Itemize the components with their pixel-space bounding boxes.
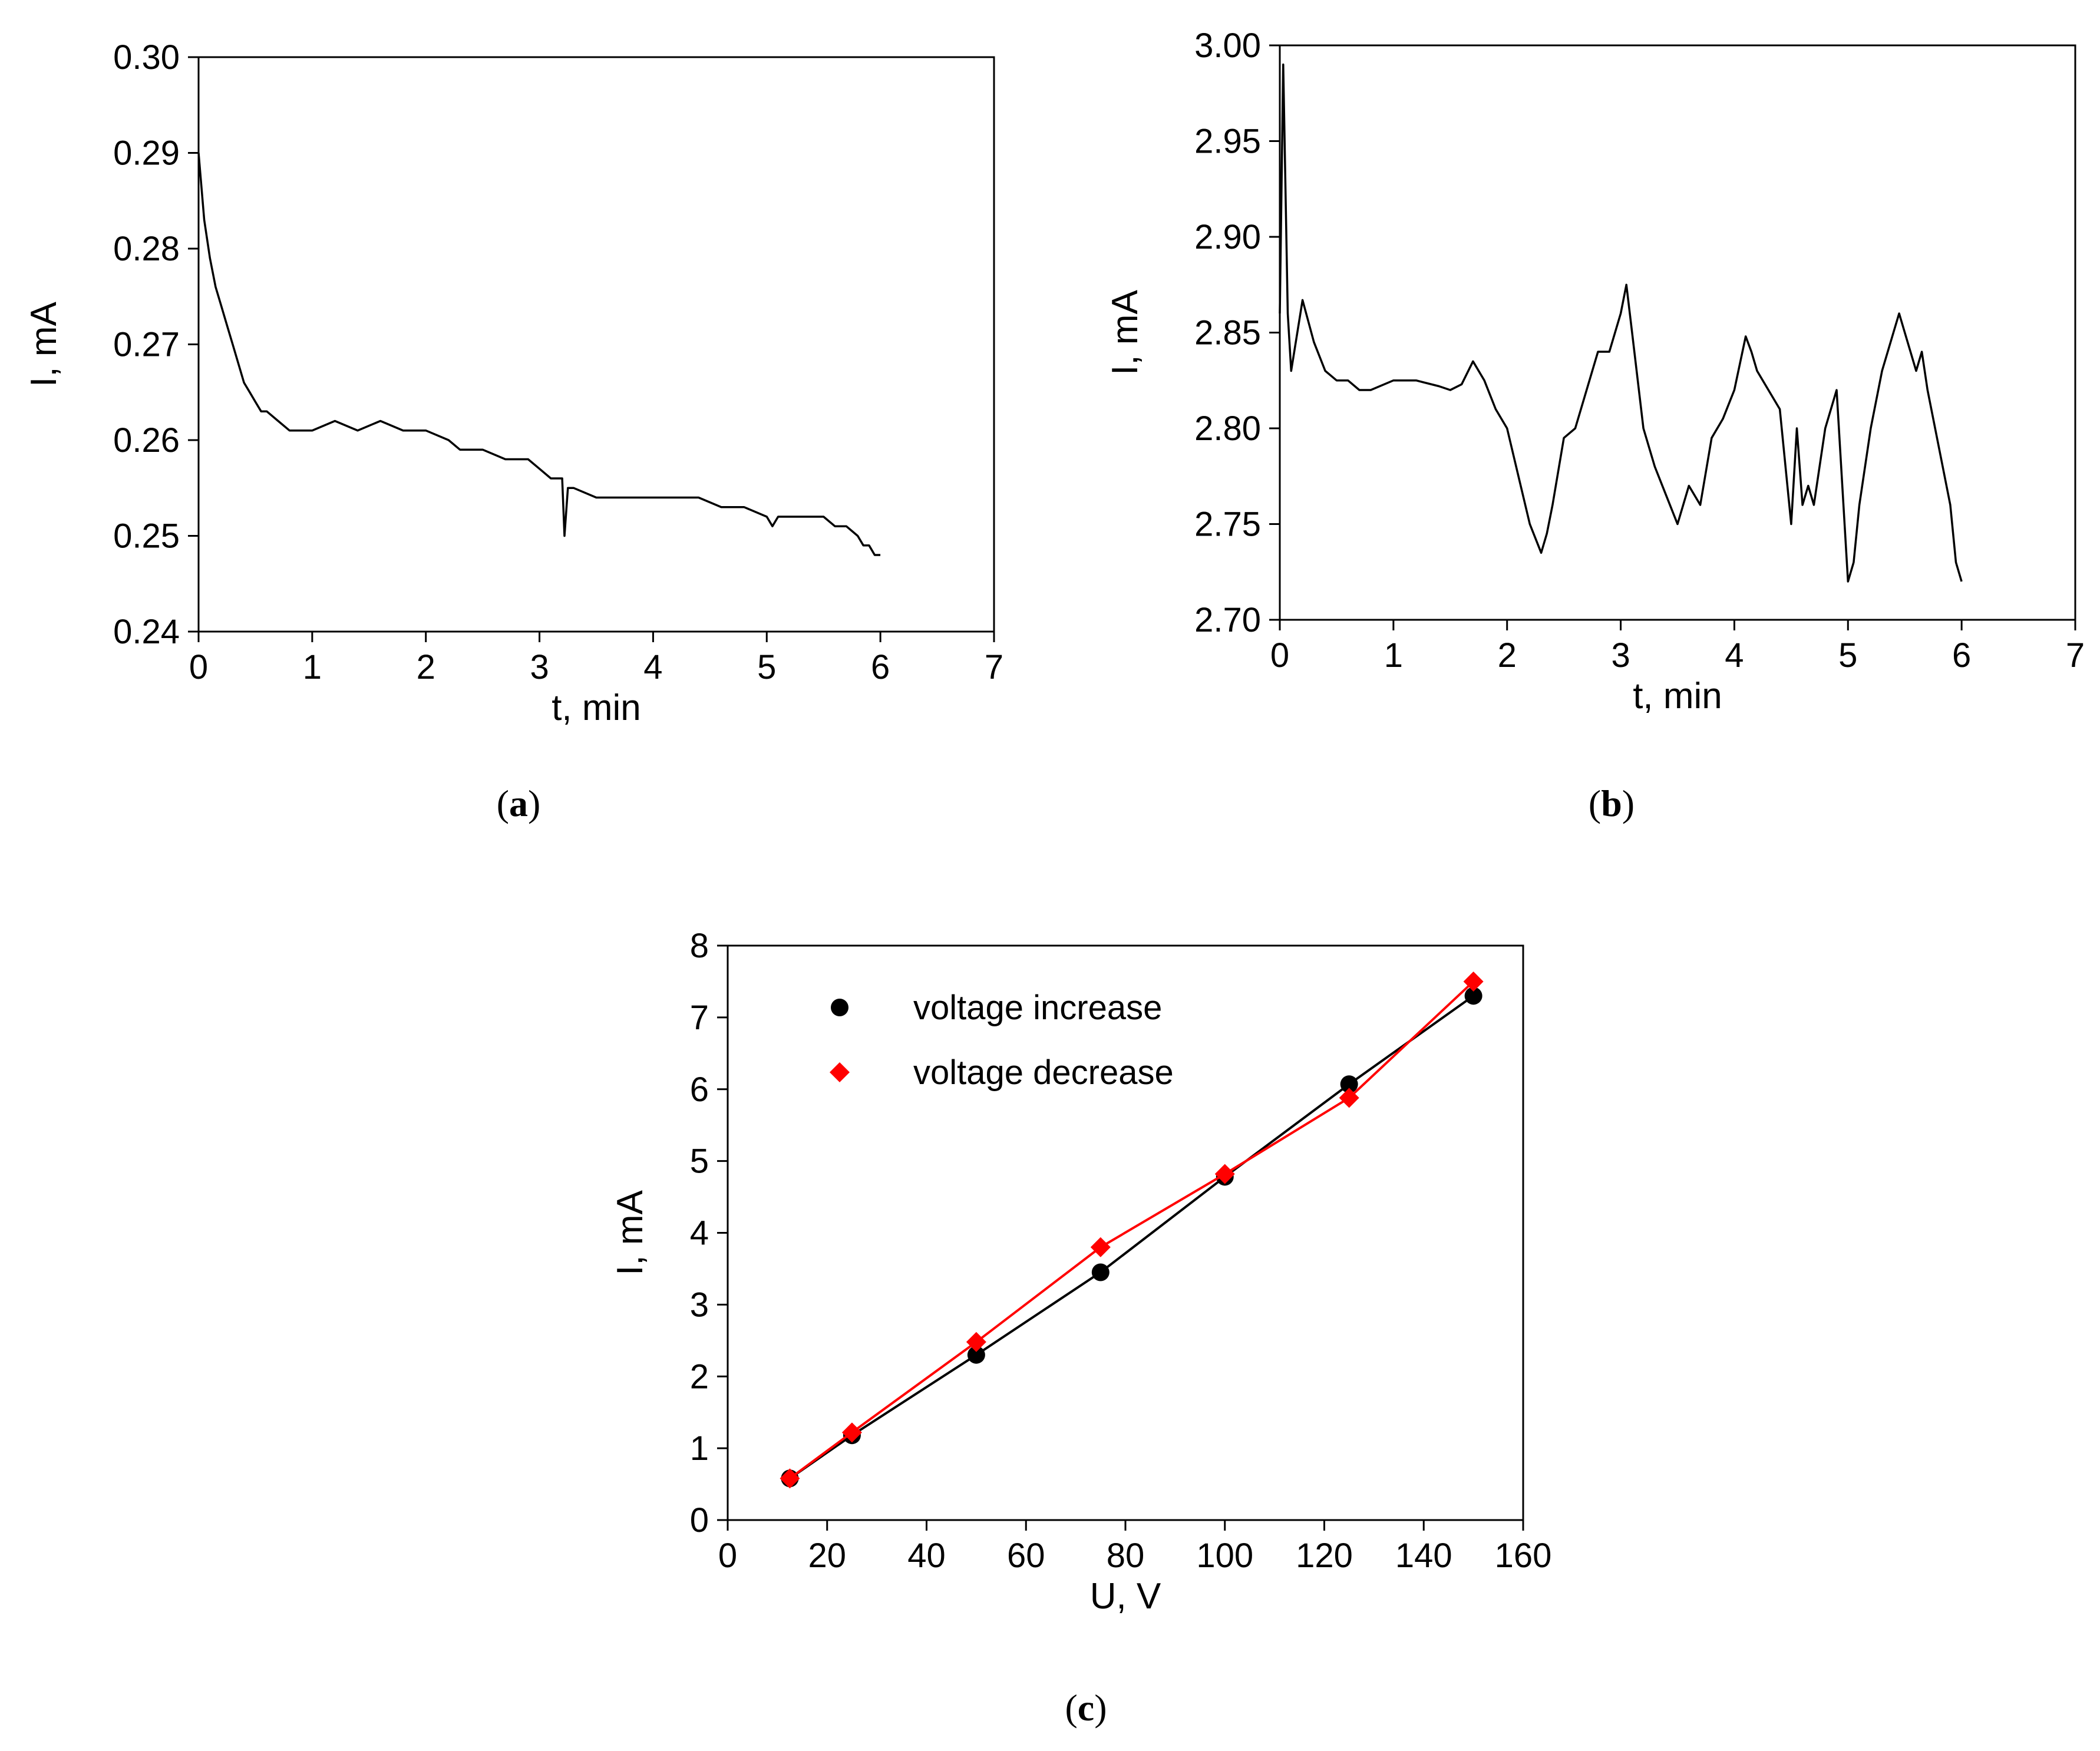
y-tick-label: 4: [690, 1214, 709, 1253]
x-tick-label: 2: [1498, 636, 1517, 675]
x-tick-label: 140: [1395, 1537, 1452, 1575]
x-tick-label: 80: [1107, 1537, 1145, 1575]
caption-close-paren: ): [1094, 1687, 1107, 1729]
x-tick-label: 4: [1725, 636, 1744, 675]
data-point-increase: [967, 1346, 985, 1364]
y-tick-label: 2.75: [1194, 506, 1261, 544]
series-line-0: [197, 153, 881, 556]
plot-frame: [1279, 44, 2076, 621]
x-tick-label: 7: [985, 648, 1003, 686]
y-tick-label: 2.90: [1194, 218, 1261, 256]
chart-b: 0 1 2 3 4 5 6 7 2.70 2.75 2.80 2.85 2.90 2.95 3.00 t, m…: [1105, 27, 2085, 824]
x-tick-label: 3: [1611, 636, 1630, 675]
y-tick-label: 0.28: [113, 230, 180, 268]
chart-c: 0 20 40 60 80 100 120 140 160 0 1 2 3 4 5 6 7 8 U, V I, mA (…: [610, 927, 1551, 1729]
x-tick-label: 0: [1270, 636, 1289, 675]
y-axis-label: I, mA: [24, 302, 64, 387]
x-tick-label: 120: [1296, 1537, 1353, 1575]
x-tick-label: 5: [1838, 636, 1857, 675]
caption-letter: a: [509, 782, 528, 824]
y-tick-label: 0.24: [113, 613, 180, 651]
caption-open-paren: (: [497, 782, 509, 824]
y-tick-label: 2.95: [1194, 123, 1261, 161]
y-tick-label: 3.00: [1194, 27, 1261, 65]
x-axis-label: t, min: [1633, 676, 1722, 716]
y-axis-label: I, mA: [1105, 290, 1145, 375]
data-point-decrease: [1463, 971, 1484, 992]
y-tick-label: 0.27: [113, 326, 180, 364]
legend-marker-increase: [831, 999, 848, 1016]
data-point-decrease: [1214, 1164, 1235, 1184]
x-tick-label: 0: [718, 1537, 737, 1575]
x-tick-label: 4: [643, 648, 662, 686]
x-tick-label: 160: [1495, 1537, 1552, 1575]
caption-close-paren: ): [528, 782, 540, 824]
x-tick-label: 6: [871, 648, 890, 686]
plot-frame: [197, 56, 995, 633]
data-point-decrease: [1090, 1237, 1111, 1257]
y-tick-label: 2.85: [1194, 314, 1261, 352]
data-point-increase: [1091, 1263, 1110, 1281]
y-tick-label: 1: [690, 1429, 709, 1468]
y-tick-label: 3: [690, 1286, 709, 1324]
y-tick-label: 8: [690, 927, 709, 965]
legend-label: voltage increase: [913, 989, 1162, 1027]
series-line-0: [1279, 63, 1963, 583]
data-point-increase: [1464, 987, 1482, 1005]
y-tick-label: 2.80: [1194, 409, 1261, 448]
y-tick-label: 0.26: [113, 421, 180, 460]
x-tick-label: 0: [189, 648, 208, 686]
x-tick-label: 1: [1384, 636, 1403, 675]
y-tick-label: 0.29: [113, 134, 180, 173]
caption-letter: c: [1078, 1687, 1094, 1729]
x-tick-label: 3: [530, 648, 549, 686]
panel-caption: (a): [497, 782, 541, 824]
data-point-decrease: [780, 1468, 800, 1489]
chart-a: 0 1 2 3 4 5 6 7 0.24 0.25 0.26 0.27 0.28 0.29 0.30 t, m…: [24, 38, 1003, 824]
y-tick-label: 2: [690, 1357, 709, 1396]
y-tick-label: 0.25: [113, 517, 180, 556]
y-tick-label: 0: [690, 1501, 709, 1539]
caption-open-paren: (: [1589, 782, 1601, 824]
data-point-decrease: [966, 1332, 986, 1352]
x-tick-label: 7: [2066, 636, 2085, 675]
x-tick-label: 20: [808, 1537, 846, 1575]
y-tick-label: 7: [690, 999, 709, 1037]
panel-caption: (b): [1589, 782, 1635, 824]
panel-caption: (c): [1065, 1687, 1107, 1729]
data-point-decrease: [841, 1422, 862, 1443]
data-point-decrease: [1339, 1088, 1359, 1108]
legend-marker-decrease: [830, 1062, 850, 1082]
x-tick-label: 1: [303, 648, 322, 686]
legend-label: voltage decrease: [913, 1053, 1174, 1092]
y-tick-label: 0.30: [113, 38, 180, 77]
x-tick-label: 100: [1196, 1537, 1253, 1575]
x-tick-label: 6: [1952, 636, 1971, 675]
x-tick-label: 60: [1007, 1537, 1045, 1575]
x-tick-label: 2: [417, 648, 435, 686]
x-tick-label: 5: [757, 648, 776, 686]
x-axis-label: t, min: [552, 688, 641, 728]
caption-letter: b: [1601, 782, 1622, 824]
caption-open-paren: (: [1065, 1687, 1077, 1729]
caption-close-paren: ): [1622, 782, 1635, 824]
x-axis-label: U, V: [1090, 1576, 1161, 1617]
y-tick-label: 2.70: [1194, 601, 1261, 639]
y-tick-label: 6: [690, 1071, 709, 1109]
data-point-increase: [1340, 1075, 1358, 1093]
y-tick-label: 5: [690, 1142, 709, 1181]
y-axis-label: I, mA: [610, 1190, 651, 1276]
x-tick-label: 40: [907, 1537, 946, 1575]
